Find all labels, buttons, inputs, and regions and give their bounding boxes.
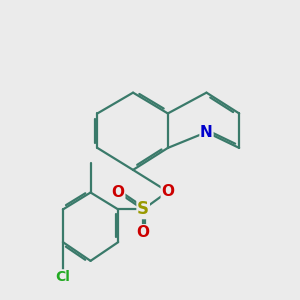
- Text: Cl: Cl: [56, 270, 70, 284]
- Text: O: O: [112, 185, 125, 200]
- Text: N: N: [200, 125, 213, 140]
- Text: S: S: [137, 200, 149, 218]
- Text: O: O: [161, 184, 174, 199]
- Text: O: O: [137, 225, 150, 240]
